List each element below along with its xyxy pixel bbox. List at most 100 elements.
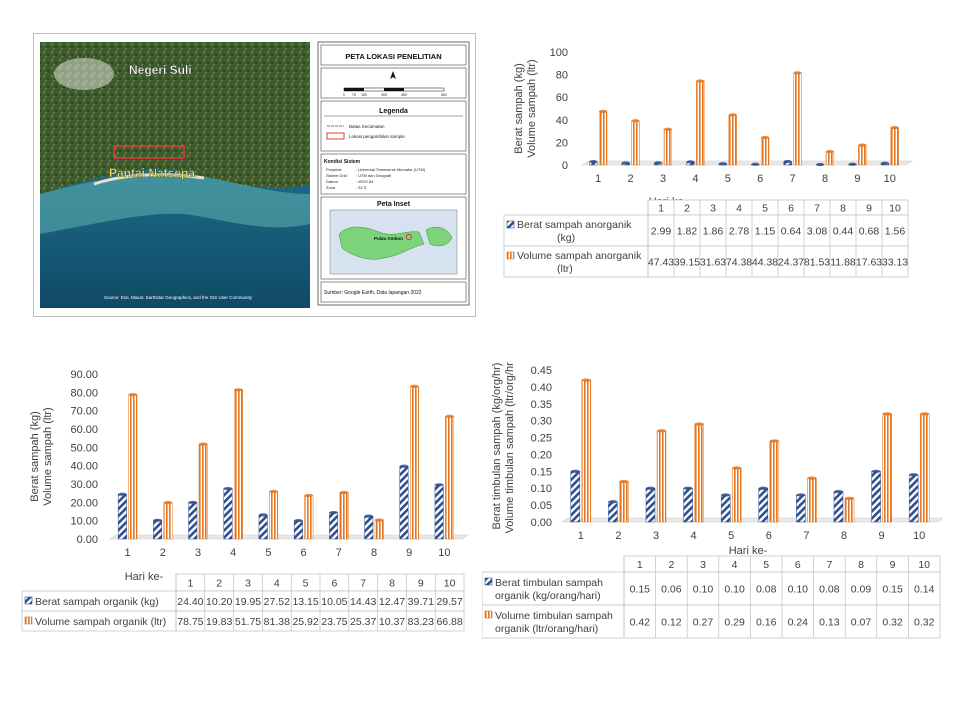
table-cell: 0.10: [724, 584, 745, 596]
inset-map: Pulau Ambon: [329, 209, 458, 275]
bar-volume: [581, 379, 592, 523]
table-header-cell: 7: [814, 203, 820, 215]
series-name: Berat timbulan sampah: [495, 577, 603, 589]
bar-volume: [198, 443, 208, 540]
bar-cap: [329, 510, 338, 515]
y-tick-label: 50.00: [70, 442, 98, 454]
y-tick-label: 20.00: [70, 497, 98, 509]
bar-volume: [663, 129, 673, 166]
bar-volume: [619, 481, 629, 523]
bar-weight: [570, 471, 581, 523]
table-cell: 17.63: [856, 257, 882, 269]
x-tick-label: 2: [628, 173, 634, 185]
table-cell: 2.99: [651, 226, 672, 238]
bar-volume: [598, 111, 608, 166]
bar-cap: [683, 486, 693, 490]
legend-item-sample: Lokasi pengambilan sample: [349, 134, 405, 139]
bar-weight: [645, 487, 656, 523]
x-tick-label: 7: [803, 530, 809, 542]
bar-volume: [825, 151, 835, 166]
table-cell: 0.07: [851, 617, 872, 629]
table-cell: 1.82: [677, 226, 698, 238]
x-tick-label: 9: [879, 530, 885, 542]
table-cell: 33.13: [882, 257, 908, 269]
table-header-cell: 7: [826, 559, 832, 571]
x-tick-label: 10: [913, 530, 925, 542]
x-tick-label: 4: [691, 530, 697, 542]
bar-cap: [826, 149, 834, 154]
table-cell: 66.88: [436, 616, 462, 628]
bar-weight: [796, 494, 806, 523]
bar-cap: [807, 476, 817, 480]
bar-cap: [608, 500, 618, 504]
table-header-cell: 9: [866, 203, 872, 215]
legend-key: [506, 251, 515, 260]
table-cell: 24.37: [778, 257, 804, 269]
system-row-value: : Universal Transverse Mercator (UTM): [356, 167, 426, 172]
y-axis-title: Berat sampah (kg): [29, 411, 41, 501]
table-row: [503, 214, 909, 247]
legend-title: Legenda: [379, 108, 408, 115]
map-credits: Source: Esri, Maxar, Earthstar Geographi…: [104, 295, 253, 300]
bar-cap: [339, 490, 349, 495]
scale-label: 0: [343, 93, 345, 97]
x-tick-label: 2: [160, 547, 166, 559]
table-header-cell: 3: [710, 203, 716, 215]
table-cell: 0.32: [882, 617, 903, 629]
y-axis-title: Volume timbulan sampah (ltr/org/hr): [504, 362, 516, 533]
bar-weight: [153, 520, 163, 540]
bar-weight: [434, 484, 444, 540]
table-cell: 19.95: [235, 596, 261, 608]
table-header-cell: 9: [890, 559, 896, 571]
table-cell: 44.38: [752, 257, 778, 269]
x-axis-title: Hari ke-: [125, 571, 164, 583]
series-name: (kg): [557, 232, 575, 244]
x-tick-label: 1: [125, 547, 131, 559]
bar-cap: [399, 464, 409, 468]
x-tick-label: 5: [725, 173, 731, 185]
table-cell: 0.24: [788, 617, 809, 629]
map-svg: Negeri Suli Pantai Natsepa Source: Esri,…: [40, 41, 470, 308]
table-cell: 23.75: [321, 616, 347, 628]
y-tick-label: 0.40: [531, 382, 552, 394]
bar-cap: [434, 483, 444, 487]
table-cell: 47.43: [648, 257, 674, 269]
north-arrow-icon: [390, 71, 396, 79]
y-tick-label: 0.15: [531, 466, 552, 478]
bar-cap: [719, 162, 727, 166]
series-name: Volume sampah organik (ltr): [35, 616, 166, 628]
bar-cap: [909, 473, 919, 477]
y-tick-label: 0.00: [531, 517, 552, 529]
table-header-cell: 2: [668, 559, 674, 571]
x-tick-label: 9: [406, 547, 412, 559]
table-row: [481, 571, 941, 606]
table-header-cell: 4: [736, 203, 742, 215]
chart-organik-panel: 0.00 10.00 20.00 30.00 40.00 50.00 60.00 70.00 8…: [16, 362, 472, 638]
bar-weight: [117, 494, 127, 540]
series-name: (ltr): [557, 263, 573, 275]
legend-key: [506, 220, 515, 229]
bar-volume: [728, 114, 737, 166]
bar-cap: [581, 378, 591, 382]
bar-volume: [844, 498, 855, 523]
bar-weight: [293, 520, 303, 540]
table-header-cell: 6: [331, 578, 337, 590]
y-tick-label: 60: [556, 92, 568, 104]
x-tick-label: 6: [766, 530, 772, 542]
bar-cap: [621, 161, 630, 165]
bar-volume: [128, 394, 138, 540]
bar-cap: [657, 429, 667, 433]
inset-marker-icon: [405, 233, 413, 241]
bar-cap: [223, 486, 233, 491]
place-label-natsepa: Pantai Natsepa: [109, 166, 195, 180]
x-axis-title: Hari ke-: [729, 545, 768, 557]
table-cell: 0.27: [693, 617, 714, 629]
y-axis-title: Volume sampah (ltr): [526, 59, 538, 157]
x-tick-label: 4: [692, 173, 698, 185]
bar-cap: [858, 143, 867, 147]
table-header-cell: 9: [418, 578, 424, 590]
y-tick-label: 20: [556, 137, 568, 149]
bar-cap: [599, 109, 607, 114]
scale-label: 150: [361, 93, 367, 97]
y-tick-label: 0.35: [531, 399, 552, 411]
